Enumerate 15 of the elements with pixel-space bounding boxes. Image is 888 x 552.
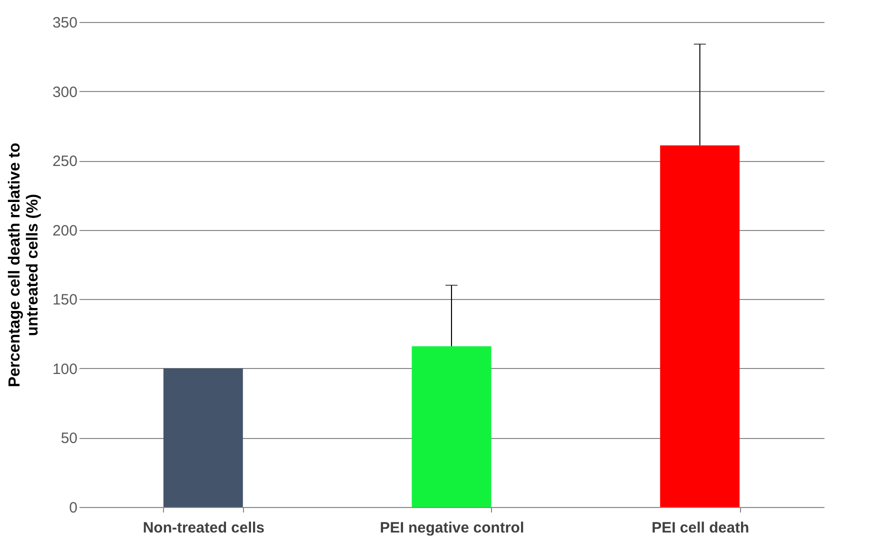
y-tick-label: 50 (60, 430, 78, 448)
y-tick-label: 200 (52, 222, 78, 240)
bar (163, 368, 243, 507)
y-tick-label: 0 (69, 500, 78, 516)
y-tick-label: 100 (52, 360, 78, 378)
y-tick-label: 300 (52, 84, 78, 101)
x-tick-label: PEI negative control (380, 520, 524, 536)
bar (660, 145, 740, 507)
y-tick-label: 350 (52, 14, 78, 32)
y-tick-label: 150 (52, 292, 78, 309)
bar (412, 346, 492, 507)
x-tick-label: Non-treated cells (142, 520, 265, 536)
x-tick-label: PEI cell death (652, 520, 750, 536)
y-axis-title: Percentage cell death relative to untreated cells (%) (6, 142, 42, 388)
y-tick-label: 250 (52, 153, 78, 170)
